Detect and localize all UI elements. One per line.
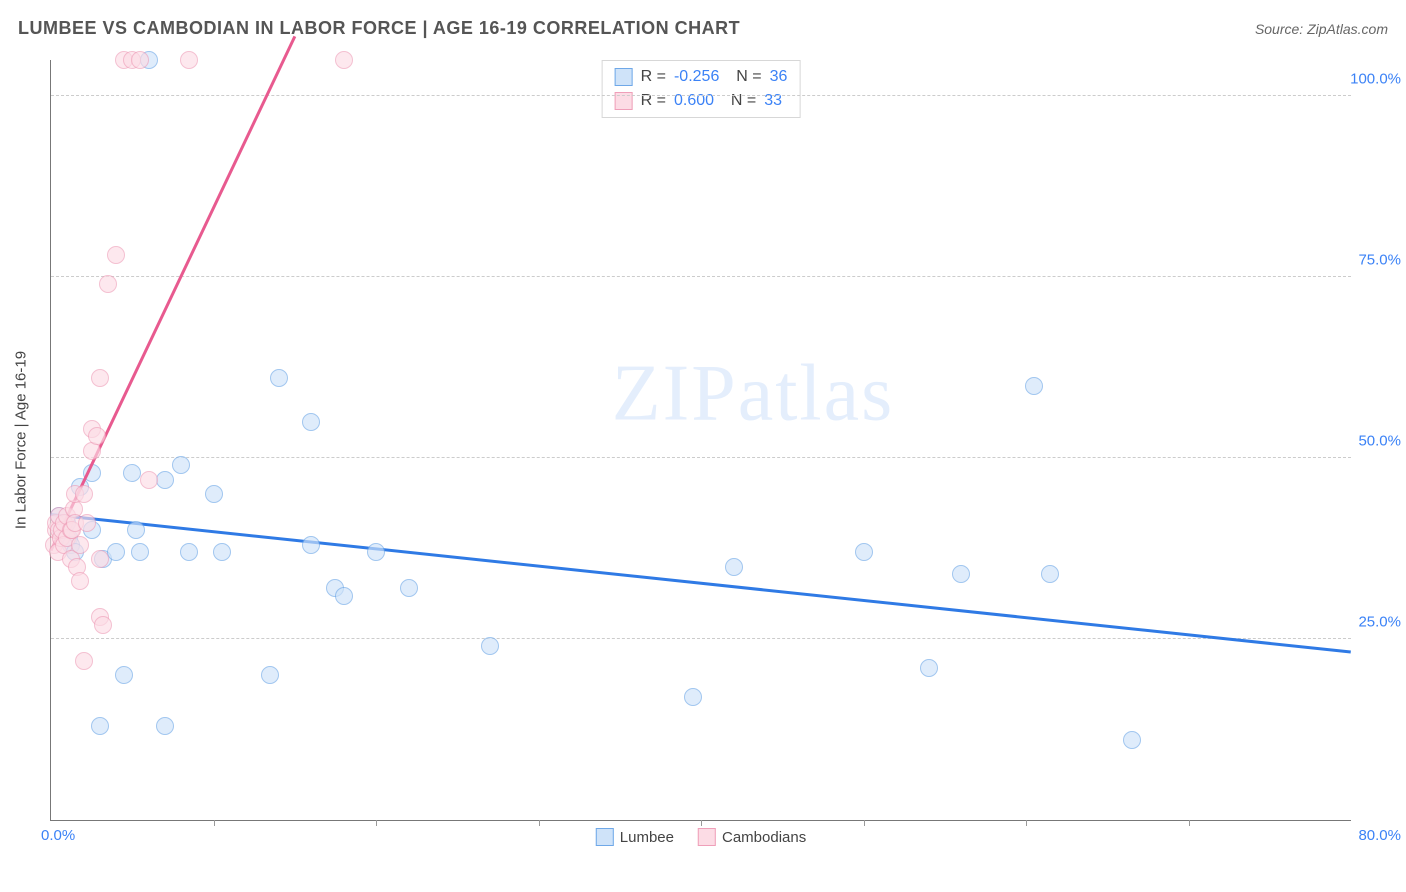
legend-n-value: 33	[764, 89, 782, 113]
data-point	[400, 579, 418, 597]
x-tick	[1189, 820, 1190, 826]
legend-r-value: -0.256	[674, 65, 719, 89]
data-point	[270, 369, 288, 387]
data-point	[107, 246, 125, 264]
data-point	[75, 652, 93, 670]
data-point	[481, 637, 499, 655]
gridline	[51, 276, 1351, 277]
data-point	[156, 471, 174, 489]
legend-label: Lumbee	[620, 829, 674, 846]
data-point	[302, 413, 320, 431]
correlation-legend: R = -0.256 N = 36R = 0.600 N = 33	[602, 60, 801, 118]
y-tick-label: 50.0%	[1341, 433, 1401, 450]
legend-swatch	[698, 828, 716, 846]
data-point	[302, 536, 320, 554]
chart-title: LUMBEE VS CAMBODIAN IN LABOR FORCE | AGE…	[18, 18, 740, 39]
watermark: ZIPatlas	[612, 349, 895, 440]
data-point	[1025, 377, 1043, 395]
data-point	[140, 471, 158, 489]
data-point	[172, 456, 190, 474]
legend-r-label: R =	[641, 65, 666, 89]
legend-n-value: 36	[770, 65, 788, 89]
title-bar: LUMBEE VS CAMBODIAN IN LABOR FORCE | AGE…	[18, 18, 1388, 39]
data-point	[684, 688, 702, 706]
data-point	[71, 536, 89, 554]
trend-line	[50, 36, 296, 551]
legend-row: R = -0.256 N = 36	[615, 65, 788, 89]
y-axis-label: In Labor Force | Age 16-19	[13, 351, 30, 529]
data-point	[131, 543, 149, 561]
legend-swatch	[615, 68, 633, 86]
x-min-label: 0.0%	[41, 827, 75, 844]
source-label: Source: ZipAtlas.com	[1255, 21, 1388, 37]
data-point	[205, 485, 223, 503]
data-point	[725, 558, 743, 576]
data-point	[127, 521, 145, 539]
data-point	[180, 543, 198, 561]
data-point	[94, 616, 112, 634]
data-point	[99, 275, 117, 293]
x-tick	[1026, 820, 1027, 826]
data-point	[1041, 565, 1059, 583]
plot-area: ZIPatlas In Labor Force | Age 16-19 R = …	[50, 60, 1351, 821]
data-point	[367, 543, 385, 561]
data-point	[107, 543, 125, 561]
legend-n-label: N =	[722, 89, 756, 113]
x-tick	[864, 820, 865, 826]
legend-n-label: N =	[727, 65, 761, 89]
data-point	[920, 659, 938, 677]
gridline	[51, 638, 1351, 639]
x-tick	[701, 820, 702, 826]
data-point	[335, 51, 353, 69]
data-point	[180, 51, 198, 69]
data-point	[91, 550, 109, 568]
legend-r-label: R =	[641, 89, 666, 113]
legend-item: Cambodians	[698, 828, 806, 846]
trend-line	[51, 513, 1351, 654]
data-point	[91, 369, 109, 387]
data-point	[1123, 731, 1141, 749]
series-legend: Lumbee Cambodians	[596, 828, 806, 846]
gridline	[51, 95, 1351, 96]
data-point	[213, 543, 231, 561]
legend-row: R = 0.600 N = 33	[615, 89, 788, 113]
x-tick	[214, 820, 215, 826]
data-point	[261, 666, 279, 684]
legend-label: Cambodians	[722, 829, 806, 846]
data-point	[952, 565, 970, 583]
data-point	[115, 666, 133, 684]
data-point	[855, 543, 873, 561]
data-point	[156, 717, 174, 735]
data-point	[335, 587, 353, 605]
legend-item: Lumbee	[596, 828, 674, 846]
data-point	[88, 427, 106, 445]
data-point	[91, 717, 109, 735]
x-tick	[539, 820, 540, 826]
data-point	[75, 485, 93, 503]
y-tick-label: 75.0%	[1341, 252, 1401, 269]
data-point	[78, 514, 96, 532]
legend-r-value: 0.600	[674, 89, 714, 113]
x-max-label: 80.0%	[1358, 827, 1401, 844]
y-tick-label: 25.0%	[1341, 614, 1401, 631]
y-tick-label: 100.0%	[1341, 71, 1401, 88]
x-tick	[376, 820, 377, 826]
data-point	[131, 51, 149, 69]
data-point	[71, 572, 89, 590]
legend-swatch	[596, 828, 614, 846]
gridline	[51, 457, 1351, 458]
